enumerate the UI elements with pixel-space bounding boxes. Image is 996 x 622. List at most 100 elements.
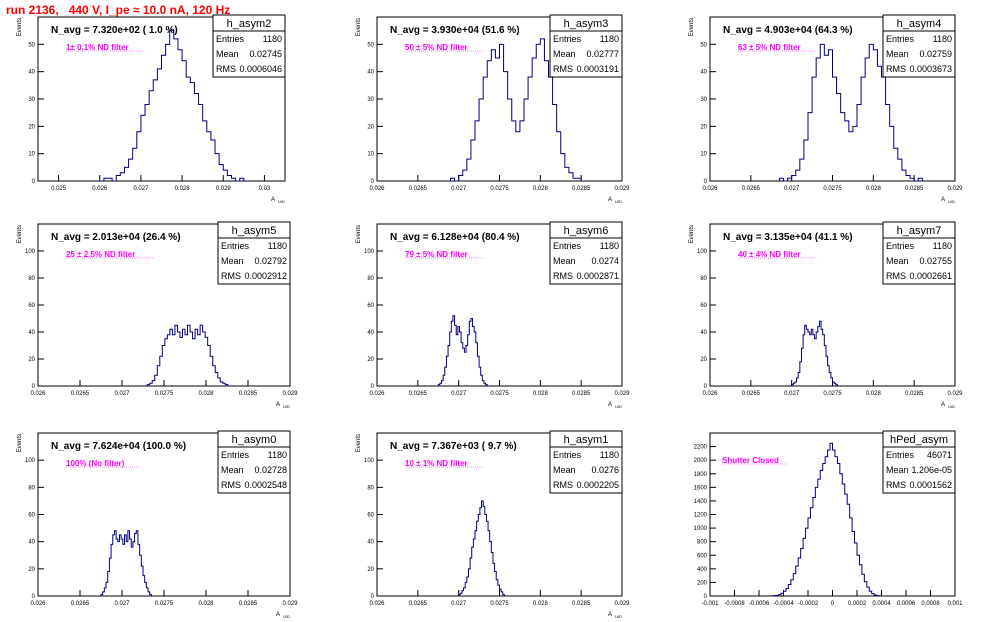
stats-title: h_asym4 bbox=[897, 18, 942, 30]
x-axis-label: A UID bbox=[276, 402, 290, 409]
y-tick-label: 200 bbox=[697, 580, 708, 586]
navg-label: N_avg = 4.903e+04 (64.3 %) bbox=[723, 25, 853, 36]
stats-key: RMS bbox=[553, 271, 573, 281]
y-tick-label: 40 bbox=[367, 330, 374, 336]
filter-annotation: Shutter Closed bbox=[722, 456, 779, 465]
filter-annotation: 40 ± 4% ND filter bbox=[738, 250, 801, 259]
x-tick-label: 0.028 bbox=[175, 186, 191, 192]
y-tick-label: 80 bbox=[367, 485, 374, 491]
stats-box bbox=[217, 221, 291, 285]
histogram-panel-h_asym6: 0 20 40 60 80 100 0.026 0.0265 0.027 0.0275 0.028 0… bbox=[356, 221, 630, 409]
x-tick-label: 0.029 bbox=[282, 601, 298, 607]
x-tick-label: 0.028 bbox=[533, 186, 549, 192]
stats-key: Mean bbox=[221, 465, 244, 475]
x-tick-label: 0.028 bbox=[533, 391, 549, 397]
y-tick-label: 40 bbox=[700, 70, 707, 76]
stats-title: h_asym3 bbox=[564, 18, 609, 30]
stats-title: h_asym1 bbox=[564, 434, 609, 446]
x-axis-label: A UID bbox=[941, 402, 955, 409]
x-tick-label: 0.0285 bbox=[905, 391, 924, 397]
histogram-h_asym5 bbox=[146, 324, 231, 387]
navg-label: N_avg = 6.128e+04 (80.4 %) bbox=[390, 232, 520, 243]
stats-value: 0.0276 bbox=[591, 465, 619, 475]
y-tick-label: 40 bbox=[28, 540, 35, 546]
x-tick-label: 0.027 bbox=[784, 391, 800, 397]
y-tick-label: 20 bbox=[700, 357, 707, 363]
stats-key: Entries bbox=[553, 241, 582, 251]
stats-title: h_asym0 bbox=[232, 434, 277, 446]
stats-value: 0.0002661 bbox=[909, 271, 952, 281]
x-tick-label: 0.028 bbox=[198, 601, 214, 607]
stats-value: 1.206e-05 bbox=[911, 465, 952, 475]
histogram-panel-h_asym1: 0 20 40 60 80 100 0.026 0.0265 0.027 0.0275 0.028 0… bbox=[356, 430, 630, 619]
stats-key: RMS bbox=[886, 271, 906, 281]
x-axis-label: A UID bbox=[276, 612, 290, 619]
x-tick-label: 0.0265 bbox=[742, 391, 761, 397]
x-tick-label: 0.0265 bbox=[742, 186, 761, 192]
y-tick-label: 10 bbox=[700, 152, 707, 158]
stats-key: Entries bbox=[553, 450, 582, 460]
stats-value: 0.02792 bbox=[254, 256, 287, 266]
x-tick-label: 0.0275 bbox=[490, 601, 509, 607]
x-tick-label: 0.029 bbox=[947, 186, 963, 192]
stats-key: Mean bbox=[553, 256, 576, 266]
histogram-panel-h_asym0: 0 20 40 60 80 100 0.026 0.0265 0.027 0.0275 0.028 0… bbox=[17, 430, 298, 619]
navg-label: N_avg = 3.135e+04 (41.1 %) bbox=[723, 232, 853, 243]
x-tick-label: 0.0265 bbox=[409, 186, 428, 192]
histogram-panel-h_asym4: 0 10 20 30 40 50 0.026 0.0265 0.027 0.0275 0.028 0.… bbox=[689, 14, 963, 204]
navg-label: N_avg = 3.930e+04 (51.6 %) bbox=[390, 25, 520, 36]
x-tick-label: 0.027 bbox=[784, 186, 800, 192]
histogram-h_asym3 bbox=[450, 38, 586, 182]
x-tick-label: 0.0275 bbox=[823, 186, 842, 192]
stats-key: Mean bbox=[886, 256, 909, 266]
x-tick-label: 0.0275 bbox=[823, 391, 842, 397]
x-tick-label: 0.027 bbox=[451, 601, 467, 607]
y-tick-label: 100 bbox=[25, 458, 36, 464]
x-tick-label: 0.029 bbox=[614, 186, 630, 192]
stats-value: 1180 bbox=[600, 241, 619, 251]
x-tick-label: 0.026 bbox=[369, 186, 385, 192]
stats-key: Mean bbox=[216, 49, 239, 59]
y-tick-label: 400 bbox=[697, 567, 708, 573]
stats-value: 0.02745 bbox=[249, 49, 282, 59]
x-tick-label: -0.0006 bbox=[749, 601, 770, 607]
y-tick-label: 80 bbox=[28, 485, 35, 491]
stats-title: hPed_asym bbox=[890, 434, 948, 446]
x-tick-label: 0.0008 bbox=[921, 601, 940, 607]
filter-annotation: 79 ± 5% ND filter bbox=[405, 250, 468, 259]
stats-key: Mean bbox=[553, 49, 576, 59]
histogram-h_asym0 bbox=[100, 530, 154, 597]
y-tick-label: 60 bbox=[367, 303, 374, 309]
x-axis-label: A UID bbox=[941, 197, 955, 204]
x-tick-label: 0.026 bbox=[30, 391, 46, 397]
x-tick-label: 0.0265 bbox=[409, 601, 428, 607]
stats-key: RMS bbox=[553, 480, 573, 490]
filter-annotation: 50 ± 5% ND filter bbox=[405, 43, 468, 52]
stats-value: 1180 bbox=[268, 450, 287, 460]
y-tick-label: 20 bbox=[367, 357, 374, 363]
x-tick-label: 0 bbox=[831, 601, 835, 607]
stats-box bbox=[549, 221, 623, 285]
y-tick-label: 100 bbox=[364, 458, 375, 464]
x-tick-label: 0.0265 bbox=[71, 601, 90, 607]
x-tick-label: 0.0265 bbox=[71, 391, 90, 397]
x-axis-label: A UID bbox=[608, 612, 622, 619]
stats-value: 1180 bbox=[268, 241, 287, 251]
x-tick-label: 0.027 bbox=[114, 391, 130, 397]
stats-value: 0.0002912 bbox=[244, 271, 287, 281]
stats-key: Entries bbox=[221, 450, 250, 460]
stats-value: 0.0002548 bbox=[244, 480, 287, 490]
y-tick-label: 30 bbox=[367, 97, 374, 103]
y-axis-label: Events bbox=[17, 434, 23, 452]
filter-annotation: 1± 0.1% ND filter bbox=[66, 43, 129, 52]
y-tick-label: 800 bbox=[697, 540, 708, 546]
x-tick-label: 0.0275 bbox=[490, 186, 509, 192]
x-tick-label: 0.026 bbox=[369, 391, 385, 397]
stats-key: RMS bbox=[221, 271, 241, 281]
y-tick-label: 1000 bbox=[694, 526, 708, 532]
stats-key: Mean bbox=[553, 465, 576, 475]
stats-key: RMS bbox=[216, 64, 236, 74]
histogram-panel-h_asym7: 0 20 40 60 80 100 0.026 0.0265 0.027 0.0275 0.028 0… bbox=[689, 221, 963, 409]
stats-box bbox=[549, 14, 623, 78]
stats-box bbox=[882, 221, 956, 285]
